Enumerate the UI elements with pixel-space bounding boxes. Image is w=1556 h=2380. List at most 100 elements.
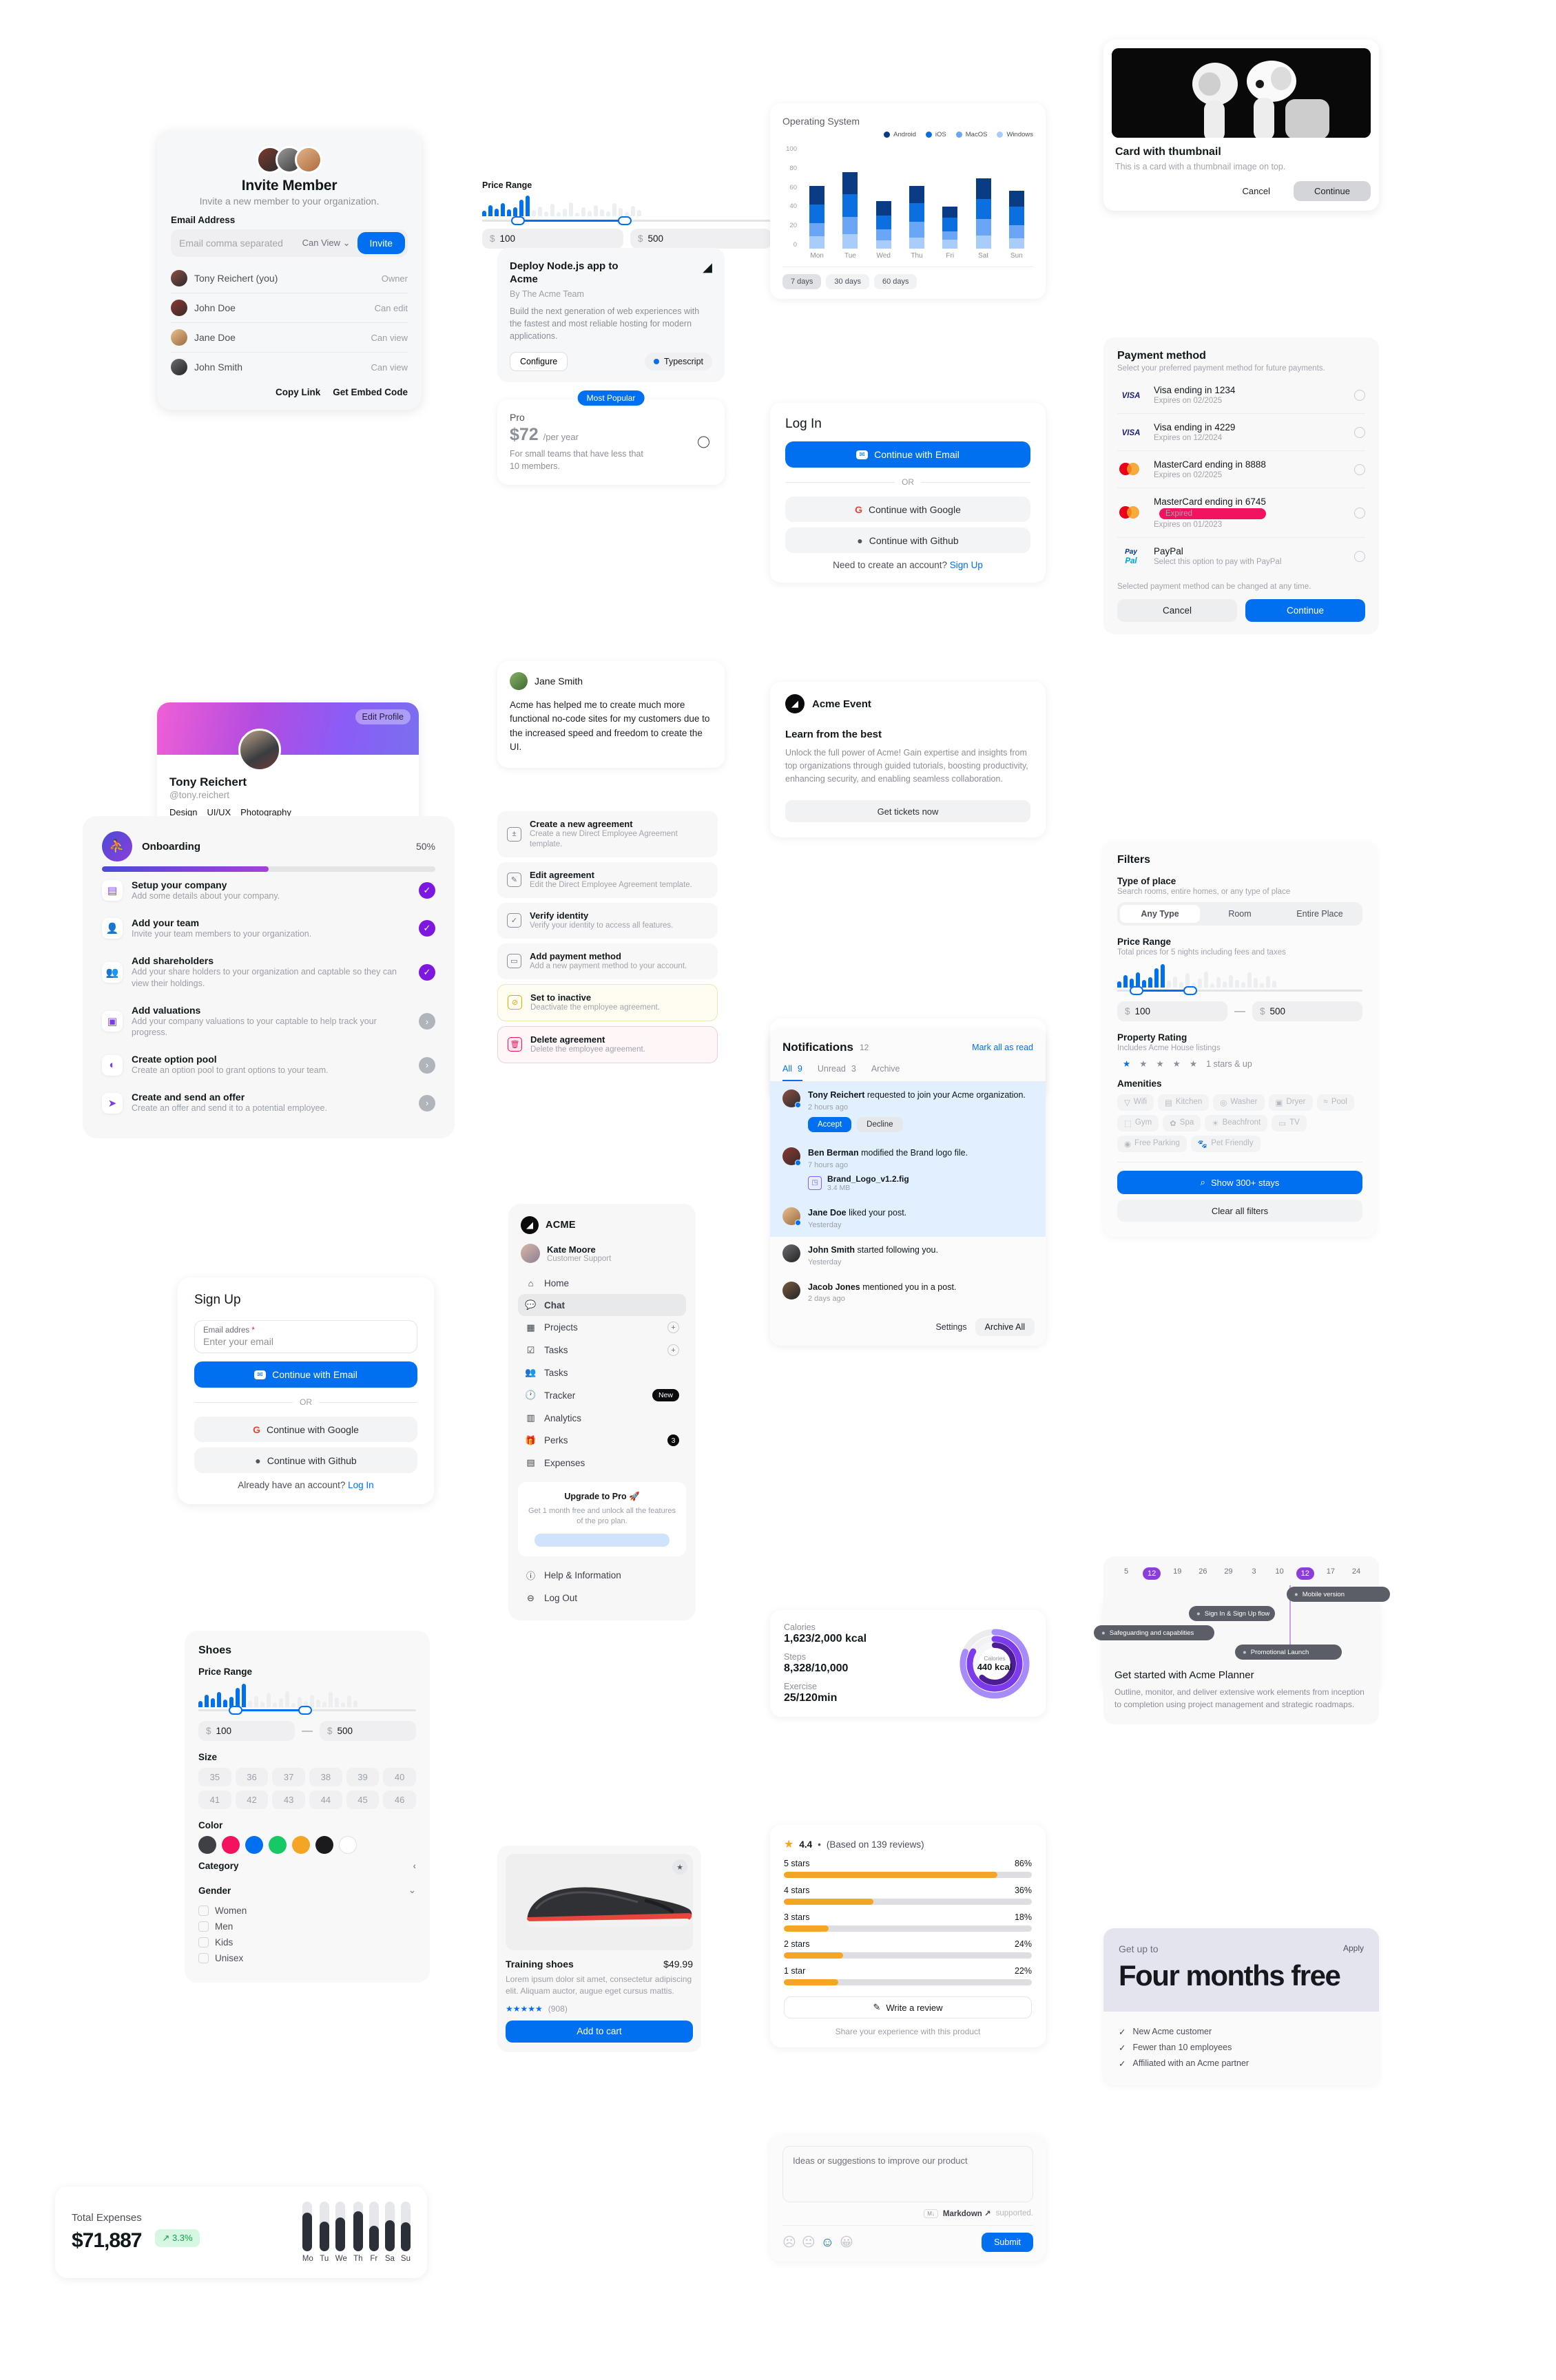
sidebar-item-logout[interactable]: ⊖ Log Out: [518, 1587, 686, 1609]
email-input[interactable]: Email comma separated: [179, 238, 283, 249]
notif-tab-unread[interactable]: Unread 3: [818, 1058, 856, 1081]
notif-tab-archive[interactable]: Archive: [871, 1058, 900, 1081]
member-row[interactable]: John Smith Can view: [171, 353, 408, 382]
gantt-task[interactable]: ● Safeguarding and capablities: [1094, 1625, 1214, 1640]
timeline-day[interactable]: 19: [1173, 1567, 1182, 1576]
timeline-day[interactable]: 12: [1296, 1567, 1314, 1580]
payment-method-row[interactable]: VISA Visa ending in 4229 Expires on 12/202…: [1117, 414, 1365, 451]
price-max-input[interactable]: $500: [320, 1721, 416, 1741]
timeline-day[interactable]: 12: [1143, 1567, 1161, 1580]
markdown-link[interactable]: Markdown ↗: [942, 2210, 991, 2218]
amenity-chip[interactable]: ▣ Dryer: [1268, 1094, 1313, 1111]
sidebar-item-analytics[interactable]: ▥ Analytics: [518, 1407, 686, 1429]
price-slider-max-handle[interactable]: [1183, 986, 1198, 995]
segment-any-type[interactable]: Any Type: [1120, 905, 1200, 923]
agreement-action[interactable]: ✎ Edit agreement Edit the Direct Employee …: [497, 862, 718, 898]
agreement-action[interactable]: ± Create a new agreement Create a new Dire…: [497, 811, 718, 857]
timeline-day[interactable]: 5: [1123, 1567, 1129, 1576]
settings-button[interactable]: Settings: [935, 1322, 967, 1333]
color-swatch[interactable]: [292, 1836, 310, 1854]
onboarding-item[interactable]: ◐ Create option pool Create an option pool…: [102, 1046, 435, 1084]
upgrade-button[interactable]: [535, 1533, 670, 1547]
attached-file[interactable]: ◳ Brand_Logo_v1.2.fig 3.4 MB: [808, 1174, 968, 1192]
amenity-chip[interactable]: ⬚ Gym: [1117, 1115, 1159, 1131]
price-slider-max-handle[interactable]: [298, 1706, 313, 1715]
amenity-chip[interactable]: ▭ TV: [1272, 1115, 1307, 1131]
neutral-face-icon[interactable]: 😐: [801, 2235, 816, 2250]
sidebar-user[interactable]: Kate Moore Customer Support: [518, 1244, 686, 1263]
mark-all-read-link[interactable]: Mark all as read: [972, 1043, 1033, 1052]
continue-email-button[interactable]: ✉ Continue with Email: [194, 1361, 417, 1388]
gender-checkbox[interactable]: Kids: [198, 1934, 416, 1950]
gender-checkbox[interactable]: Unisex: [198, 1950, 416, 1966]
method-radio[interactable]: [1354, 550, 1365, 562]
size-option[interactable]: 41: [198, 1791, 231, 1809]
segment-entire-place[interactable]: Entire Place: [1296, 909, 1343, 919]
continue-email-button[interactable]: ✉ Continue with Email: [785, 441, 1030, 468]
gender-section[interactable]: Gender ⌄: [198, 1885, 416, 1896]
amenity-chip[interactable]: ◉ Free Parking: [1117, 1136, 1187, 1152]
amenity-chip[interactable]: ☀ Beachfront: [1205, 1115, 1268, 1131]
size-option[interactable]: 35: [198, 1768, 231, 1786]
continue-google-button[interactable]: G Continue with Google: [785, 497, 1030, 522]
submit-button[interactable]: Submit: [982, 2233, 1033, 2252]
embed-code-button[interactable]: Get Embed Code: [333, 387, 408, 397]
gantt-task[interactable]: ● Mobile version: [1287, 1587, 1390, 1602]
check-icon[interactable]: ✓: [419, 963, 435, 981]
sidebar-item-chat[interactable]: 💬 Chat: [518, 1294, 686, 1316]
size-option[interactable]: 44: [309, 1791, 342, 1809]
agreement-action[interactable]: ✓ Verify identity Verify your identity to …: [497, 902, 718, 939]
cancel-button[interactable]: Cancel: [1117, 599, 1237, 622]
amenity-chip[interactable]: ◎ Washer: [1213, 1094, 1265, 1111]
size-option[interactable]: 40: [383, 1768, 416, 1786]
size-option[interactable]: 46: [383, 1791, 416, 1809]
timeline-day[interactable]: 3: [1252, 1567, 1256, 1576]
size-option[interactable]: 39: [346, 1768, 380, 1786]
star-icon[interactable]: ★: [1189, 1059, 1198, 1069]
size-option[interactable]: 38: [309, 1768, 342, 1786]
price-slider-min-handle[interactable]: [1129, 986, 1143, 995]
pricing-card-pro[interactable]: Most Popular Pro $72 /per year For small…: [497, 390, 725, 485]
size-option[interactable]: 37: [272, 1768, 305, 1786]
show-stays-button[interactable]: ⌕ Show 300+ stays: [1117, 1171, 1362, 1194]
range-option[interactable]: 7 days: [782, 274, 822, 289]
payment-method-row[interactable]: VISA Visa ending in 1234 Expires on 02/202…: [1117, 377, 1365, 414]
size-option[interactable]: 43: [272, 1791, 305, 1809]
permission-select[interactable]: Can View ⌄: [302, 238, 351, 248]
method-radio[interactable]: [1354, 426, 1365, 438]
range-option[interactable]: 60 days: [873, 274, 917, 289]
payment-method-row[interactable]: MasterCard ending in 8888 Expires on 02/2…: [1117, 451, 1365, 488]
copy-link-button[interactable]: Copy Link: [275, 387, 321, 397]
login-link[interactable]: Log In: [348, 1480, 374, 1490]
typescript-chip[interactable]: Typescript: [645, 352, 712, 370]
gender-checkbox[interactable]: Women: [198, 1903, 416, 1919]
price-slider-min-handle[interactable]: [229, 1706, 243, 1715]
star-icon[interactable]: ★: [1156, 1059, 1164, 1069]
star-icon[interactable]: ★: [1139, 1059, 1148, 1069]
timeline-day[interactable]: 17: [1326, 1567, 1335, 1576]
rating-stars[interactable]: ★ ★ ★ ★ ★ 1 stars & up: [1117, 1058, 1362, 1069]
member-row[interactable]: John Doe Can edit: [171, 293, 408, 323]
gender-checkbox[interactable]: Men: [198, 1919, 416, 1934]
add-to-cart-button[interactable]: Add to cart: [506, 2020, 693, 2043]
profile-tag[interactable]: Design: [169, 807, 198, 817]
plan-radio[interactable]: [698, 436, 709, 448]
timeline-day[interactable]: 10: [1275, 1567, 1284, 1576]
price-max-input[interactable]: $500: [630, 229, 771, 249]
notification-item[interactable]: Ben Berman modified the Brand logo file.…: [770, 1139, 1046, 1200]
price-slider-track[interactable]: [1117, 986, 1362, 995]
method-radio[interactable]: [1354, 463, 1365, 475]
onboarding-item[interactable]: 👤 Add your team Invite your team members t…: [102, 910, 435, 948]
price-min-input[interactable]: $100: [482, 229, 623, 249]
check-icon[interactable]: ✓: [419, 882, 435, 899]
smile-face-icon[interactable]: ☺: [820, 2235, 835, 2250]
profile-tag[interactable]: UI/UX: [207, 807, 231, 817]
new-badge[interactable]: New: [652, 1389, 679, 1401]
agreement-action[interactable]: 🗑 Delete agreement Delete the employee agr…: [497, 1025, 718, 1063]
add-icon[interactable]: +: [667, 1322, 679, 1333]
color-swatch[interactable]: [222, 1836, 240, 1854]
sidebar-item-tracker[interactable]: 🕐 Tracker New: [518, 1384, 686, 1407]
write-review-button[interactable]: ✎ Write a review: [784, 1996, 1032, 2018]
accept-button[interactable]: Accept: [808, 1116, 852, 1132]
onboarding-item[interactable]: ▤ Setup your company Add some details abou…: [102, 872, 435, 910]
